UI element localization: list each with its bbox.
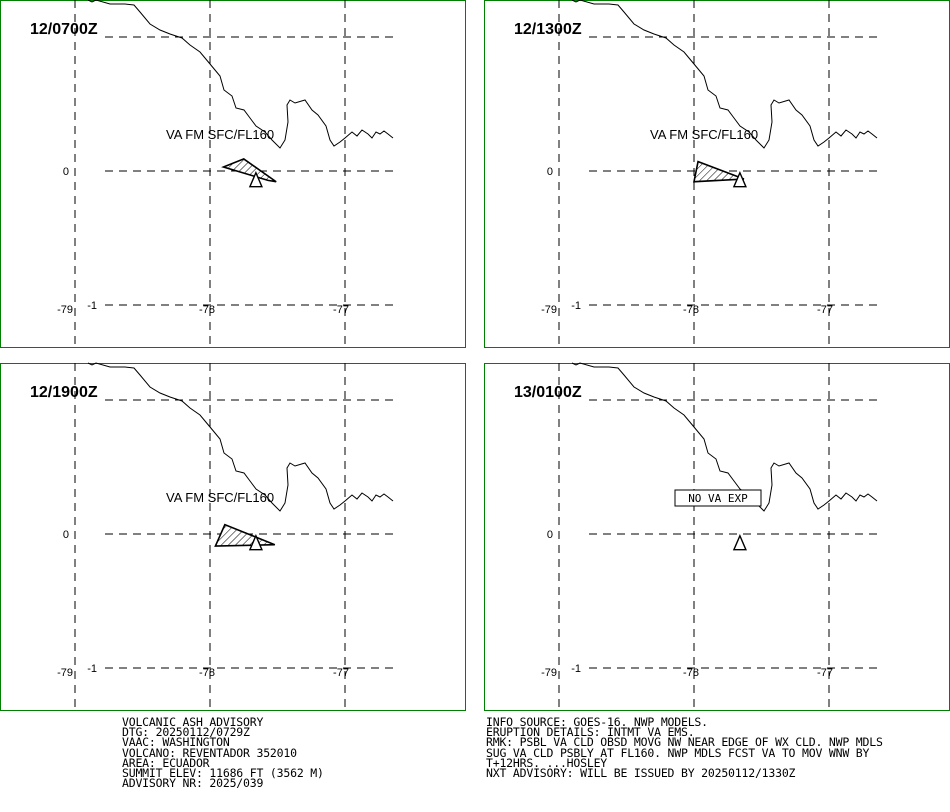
volcano-icon	[732, 170, 747, 188]
ash-cloud-polygon	[214, 523, 276, 547]
lat-lon-grid	[74, 0, 395, 348]
lat-tick-label: 0	[63, 166, 69, 178]
advisory-line: ERUPTION DETAILS: INTMT VA EMS.	[486, 725, 695, 740]
volcano-icon	[248, 533, 263, 551]
advisory-line: NXT ADVISORY: WILL BE ISSUED BY 20250112…	[486, 766, 796, 781]
advisory-line: RMK: PSBL VA CLD OBSD MOVG NW NEAR EDGE …	[486, 735, 883, 750]
coastline	[87, 0, 394, 149]
lat-lon-grid	[558, 363, 879, 711]
volcano-icon	[248, 170, 263, 188]
advisory-line: VAAC: WASHINGTON	[122, 735, 230, 750]
lat-tick-label: -1	[87, 300, 97, 312]
advisory-line: SUG VA CLD PSBLY AT FL160. NWP MDLS FCST…	[486, 745, 870, 760]
lon-tick-label: -77	[817, 304, 833, 316]
lat-tick-label: -1	[571, 300, 581, 312]
no-va-box	[674, 489, 762, 507]
lat-lon-grid	[558, 0, 879, 348]
advisory-line: VOLCANIC ASH ADVISORY	[122, 715, 264, 729]
lon-tick-label: -79	[57, 304, 73, 316]
lon-tick-label: -77	[333, 667, 349, 679]
no-va-label: NO VA EXP	[688, 492, 748, 505]
coastline	[571, 0, 878, 149]
ash-cloud-label: VA FM SFC/FL160	[650, 127, 758, 142]
ash-cloud-polygon	[693, 160, 745, 183]
advisory-line: INFO SOURCE: GOES-16. NWP MODELS.	[486, 715, 708, 729]
lon-tick-label: -79	[541, 304, 557, 316]
lat-tick-label: 0	[547, 166, 553, 178]
lon-tick-label: -79	[541, 667, 557, 679]
valid-time: 12/1900Z	[30, 384, 98, 401]
advisory-line: DTG: 20250112/0729Z	[122, 725, 250, 740]
map-panel-3: -79 -78 -77 0 -1 12/1900Z VA FM SFC/FL160	[0, 362, 466, 711]
ash-cloud-polygon	[221, 158, 277, 183]
advisory-text-left: VOLCANIC ASH ADVISORY DTG: 20250112/0729…	[122, 715, 324, 791]
map-panel-1: -79 -78 -77 0 -1 12/0700Z VA FM SFC/FL160	[0, 0, 466, 348]
coastline	[87, 362, 394, 512]
advisory-line: ADVISORY NR: 2025/039	[122, 776, 264, 791]
lon-tick-label: -77	[333, 304, 349, 316]
valid-time: 12/1300Z	[514, 21, 582, 38]
map-panel-2: -79 -78 -77 0 -1 12/1300Z VA FM SFC/FL160	[484, 0, 950, 348]
ash-cloud-label: VA FM SFC/FL160	[166, 490, 274, 505]
lon-tick-label: -79	[57, 667, 73, 679]
advisory-text-right: INFO SOURCE: GOES-16. NWP MODELS. ERUPTI…	[486, 715, 883, 781]
volcano-icon	[732, 533, 747, 551]
valid-time: 13/0100Z	[514, 384, 582, 401]
map-frame	[0, 0, 466, 348]
advisory-line: AREA: ECUADOR	[122, 755, 210, 770]
map-frame	[484, 363, 950, 711]
coastline	[571, 362, 878, 512]
lat-tick-label: 0	[63, 529, 69, 541]
advisory-line: SUMMIT ELEV: 11686 FT (3562 M)	[122, 766, 324, 781]
lon-tick-label: -78	[683, 667, 699, 679]
lat-tick-label: 0	[547, 529, 553, 541]
lon-tick-label: -78	[683, 304, 699, 316]
lon-tick-label: -78	[199, 304, 215, 316]
advisory-line: VOLCANO: REVENTADOR 352010	[122, 745, 297, 760]
advisory-line: T+12HRS. ...HOSLEY	[486, 755, 608, 770]
lat-tick-label: -1	[87, 663, 97, 675]
ash-cloud-label: VA FM SFC/FL160	[166, 127, 274, 142]
lat-tick-label: -1	[571, 663, 581, 675]
lon-tick-label: -78	[199, 667, 215, 679]
map-panel-4: -79 -78 -77 0 -1 13/0100Z NO VA EXP	[484, 362, 950, 711]
lon-tick-label: -77	[817, 667, 833, 679]
valid-time: 12/0700Z	[30, 21, 98, 38]
